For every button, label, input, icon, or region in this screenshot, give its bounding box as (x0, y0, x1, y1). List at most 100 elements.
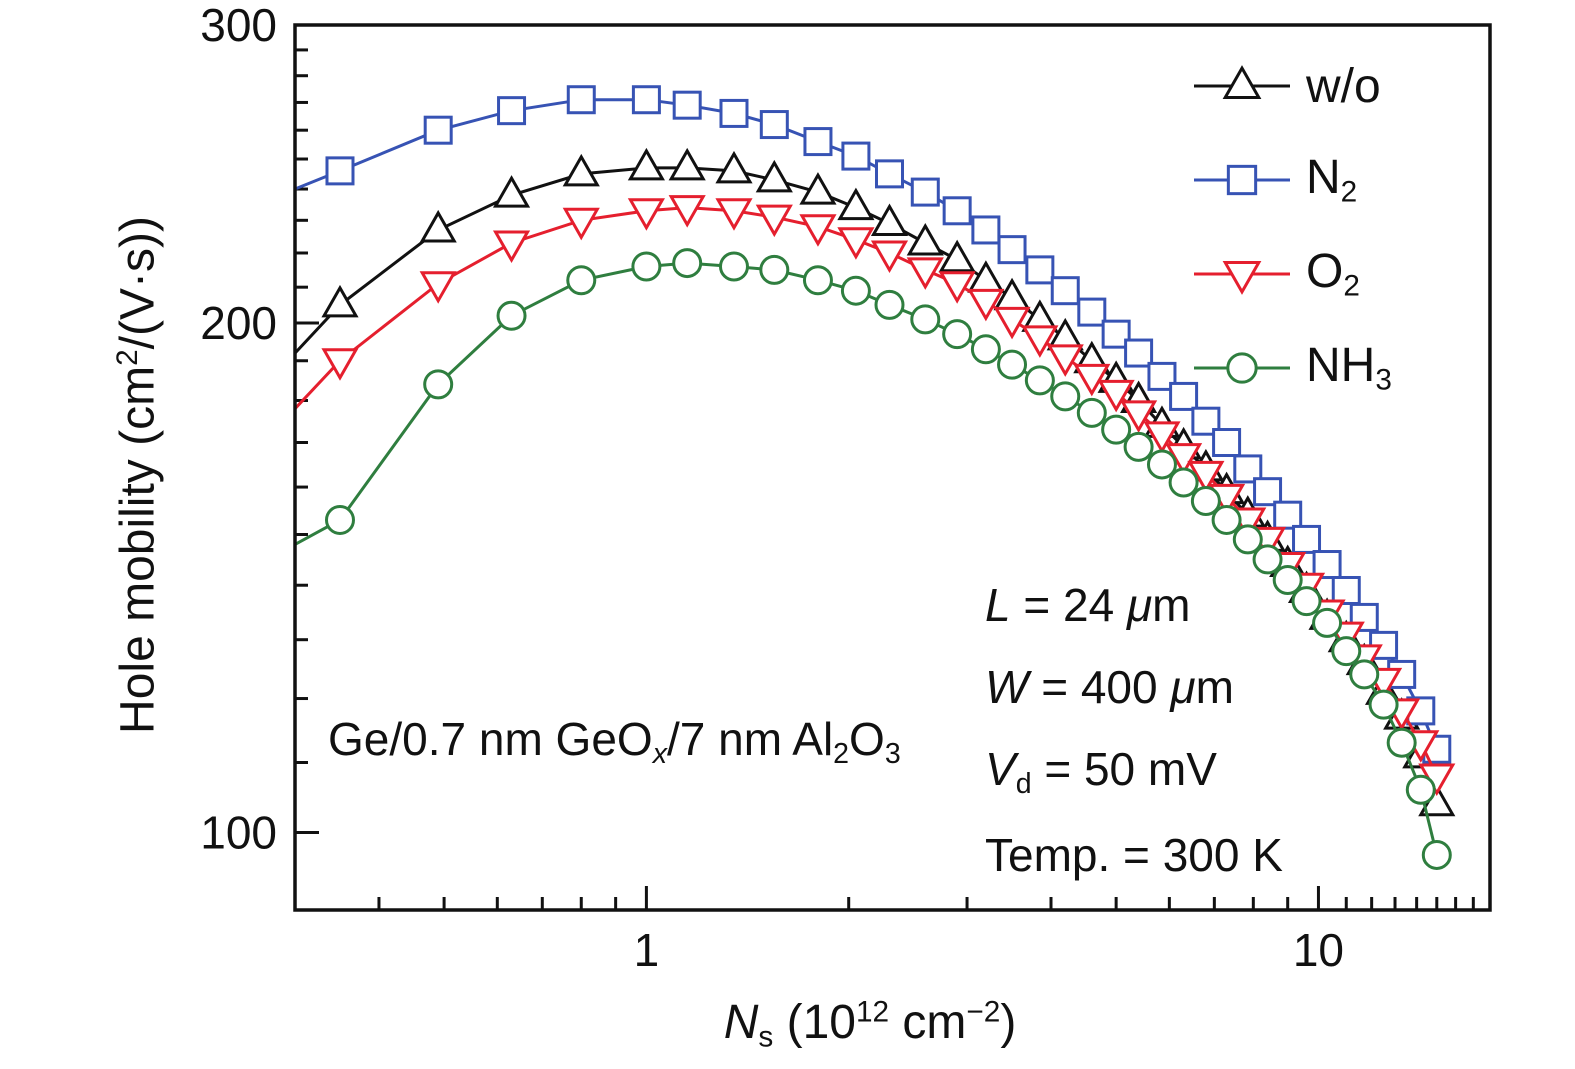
text-segment: O (1306, 245, 1344, 299)
annotation-drain-voltage: Vd = 50 mV (985, 742, 1217, 801)
series-marker-triangle-down (1222, 260, 1262, 295)
series-marker-triangle-down (938, 271, 976, 304)
x-tick-label: 10 (1293, 924, 1344, 976)
text-segment: 2 (1340, 175, 1358, 209)
series-marker-triangle-up (967, 260, 1005, 293)
legend-marker-circle-icon (1194, 352, 1290, 384)
series-marker-circle (1076, 397, 1107, 428)
legend-marker-square-icon (1194, 164, 1290, 196)
series-marker-triangle-down (993, 306, 1031, 340)
series-marker-circle (942, 319, 973, 350)
series-marker-triangle-up (837, 187, 875, 221)
series-marker-square (1025, 255, 1055, 285)
series-marker-triangle-down (562, 207, 600, 241)
series-marker-square (971, 215, 1001, 245)
legend-entry-O2: O2 (1192, 236, 1392, 312)
series-marker-square (910, 177, 940, 207)
series-marker-triangle-down (627, 198, 665, 231)
y-axis-label: Hole mobility (cm2/(V·s)) (111, 216, 166, 734)
text-segment: 2 (111, 349, 145, 366)
text-segment: L (985, 579, 1011, 631)
series-marker-circle (1232, 524, 1263, 555)
series-marker-circle (1272, 564, 1303, 595)
series-marker-square (1273, 500, 1303, 530)
legend-marker-triangle-up-icon (1194, 65, 1290, 100)
series-marker-triangle-down (837, 227, 875, 260)
series-marker-triangle-up (870, 203, 909, 237)
text-segment: = 24 (1010, 579, 1127, 631)
series-marker-triangle-down (1143, 421, 1181, 454)
text-segment: ) (1000, 996, 1017, 1049)
series-marker-circle (802, 265, 833, 296)
text-segment: Hole mobility (cm (111, 365, 165, 734)
series-marker-square (1124, 338, 1154, 368)
y-tick-label: 100 (200, 807, 277, 859)
series-marker-circle (1211, 504, 1242, 535)
legend-label-N2: N2 (1306, 150, 1357, 209)
series-marker-circle (970, 334, 1001, 365)
legend-label-w/o: w/o (1306, 59, 1381, 114)
y-tick-label: 300 (200, 0, 277, 51)
series-marker-square (1253, 477, 1283, 507)
annotation-channel-length: L = 24 μm (985, 578, 1191, 632)
series-group (293, 85, 1456, 870)
legend-entry-N2: N2 (1192, 142, 1392, 218)
series-marker-triangle-up (321, 284, 359, 318)
series-marker-square (1331, 575, 1361, 605)
series-marker-circle (718, 251, 749, 282)
legend: w/o N2 O2 NH3 (1192, 48, 1392, 424)
text-segment: μ (1170, 661, 1196, 713)
text-segment: Temp. = 300 K (985, 829, 1283, 881)
series-marker-circle (324, 504, 355, 535)
series-marker-circle (759, 254, 790, 285)
series-marker-circle (672, 248, 703, 279)
series-marker-triangle-up (755, 159, 793, 193)
series-marker-triangle-down (715, 198, 753, 231)
series-marker-square (1050, 276, 1080, 306)
text-segment: s (758, 1020, 774, 1054)
series-marker-circle (1050, 381, 1081, 412)
series-marker-square (1292, 524, 1322, 554)
series-marker-square (759, 110, 789, 140)
text-segment: Ge/0.7 nm GeO (328, 713, 653, 765)
series-marker-triangle-down (321, 348, 359, 381)
text-segment: = 50 mV (1031, 743, 1217, 795)
text-segment: d (1015, 767, 1032, 800)
series-marker-square (942, 196, 972, 226)
series-marker-triangle-down (1097, 379, 1135, 413)
text-segment: cm (889, 996, 967, 1049)
y-tick-label: 200 (200, 297, 277, 349)
annotation-gate-stack: Ge/0.7 nm GeOx/7 nm Al2O3 (328, 712, 901, 771)
series-marker-triangle-up (938, 239, 976, 273)
series-marker-square (672, 90, 702, 120)
text-segment: N (723, 996, 759, 1049)
series-marker-triangle-down (1120, 400, 1158, 433)
text-segment: 2 (1343, 269, 1360, 303)
series-marker-triangle-down (1187, 460, 1225, 494)
text-segment: /7 nm Al (666, 713, 834, 765)
text-segment: V (985, 743, 1016, 795)
series-marker-circle (840, 275, 871, 306)
series-marker-triangle-down (870, 240, 909, 274)
annotation-temperature: Temp. = 300 K (985, 828, 1283, 882)
series-marker-circle (1123, 431, 1154, 462)
series-marker-triangle-up (1222, 65, 1262, 100)
series-marker-square (423, 115, 453, 145)
axis-box (293, 23, 1492, 912)
series-marker-circle (1291, 586, 1322, 617)
series-marker-square (1169, 381, 1199, 411)
series-marker-square (1212, 428, 1242, 458)
series-marker-triangle-up (668, 147, 706, 181)
series-marker-triangle-down (967, 288, 1005, 322)
series-marker-triangle-down (799, 214, 837, 247)
series-marker-triangle-up (562, 153, 600, 187)
series-marker-circle (997, 349, 1028, 380)
series-marker-circle (1421, 839, 1452, 870)
series-marker-triangle-down (1073, 363, 1111, 397)
series-marker-square (803, 127, 833, 157)
series-marker-square (1101, 319, 1131, 349)
legend-label-NH3: NH3 (1306, 338, 1392, 397)
series-marker-square (1226, 164, 1258, 196)
